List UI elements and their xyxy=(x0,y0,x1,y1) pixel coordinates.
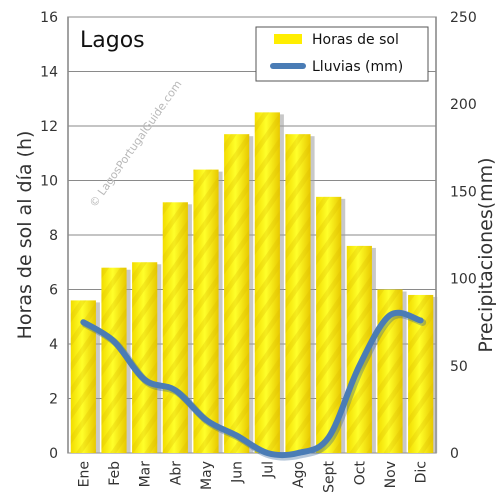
bar-texture xyxy=(254,112,280,453)
x-tick-label: Sept xyxy=(322,461,338,493)
left-tick-label: 6 xyxy=(49,283,58,299)
right-axis-ticks: 0 50 100 150 200 250 xyxy=(450,10,477,462)
rainfall-line xyxy=(80,309,427,461)
x-tick-label: Oct xyxy=(352,461,368,486)
left-axis-title: Horas de sol al día (h) xyxy=(14,131,36,340)
x-tick-label: Mar xyxy=(138,461,154,488)
left-tick-label: 4 xyxy=(49,337,58,353)
left-tick-label: 16 xyxy=(40,10,58,26)
legend: Horas de sol Lluvias (mm) xyxy=(255,26,429,82)
bar-texture xyxy=(162,202,188,453)
x-tick-label: Abr xyxy=(168,461,184,485)
bar-texture xyxy=(285,134,311,454)
left-tick-label: 2 xyxy=(49,392,58,408)
left-tick-label: 12 xyxy=(40,119,58,135)
legend-label-sun: Horas de sol xyxy=(312,32,399,48)
chart-title: Lagos xyxy=(80,28,145,53)
x-tick-label: May xyxy=(199,461,215,490)
x-tick-label: Feb xyxy=(107,461,123,486)
x-tick-label: Jul xyxy=(260,461,276,479)
right-axis-title: Precipitaciones(mm) xyxy=(475,157,497,352)
rain-line xyxy=(80,309,424,459)
left-tick-label: 0 xyxy=(49,446,58,462)
x-tick-label: Ago xyxy=(291,461,307,488)
right-tick-label: 0 xyxy=(450,446,459,462)
bar-texture xyxy=(316,196,342,453)
bar-texture xyxy=(101,267,127,453)
plot-area xyxy=(67,16,438,461)
bar-texture xyxy=(224,134,250,454)
x-tick-label: Dic xyxy=(414,461,430,483)
x-axis-ticks: Ene Feb Mar Abr May Jun Jul Ago Sept Oct Nov Dic xyxy=(76,461,429,493)
left-tick-label: 8 xyxy=(49,228,58,244)
right-tick-label: 250 xyxy=(450,10,477,26)
right-tick-label: 150 xyxy=(450,184,477,200)
bar-texture xyxy=(193,169,219,453)
legend-swatch-sun xyxy=(274,34,302,44)
right-tick-label: 50 xyxy=(450,359,468,375)
right-tick-label: 200 xyxy=(450,97,477,113)
left-tick-label: 14 xyxy=(40,65,58,81)
x-tick-label: Ene xyxy=(76,461,92,487)
x-tick-label: Nov xyxy=(383,461,399,488)
right-tick-label: 100 xyxy=(450,272,477,288)
left-tick-label: 10 xyxy=(40,174,58,190)
left-axis-ticks: 0 2 4 6 8 10 12 14 16 xyxy=(40,10,58,462)
legend-label-rain: Lluvias (mm) xyxy=(312,59,403,75)
x-tick-label: Jun xyxy=(230,461,246,484)
bar-texture xyxy=(132,262,158,453)
